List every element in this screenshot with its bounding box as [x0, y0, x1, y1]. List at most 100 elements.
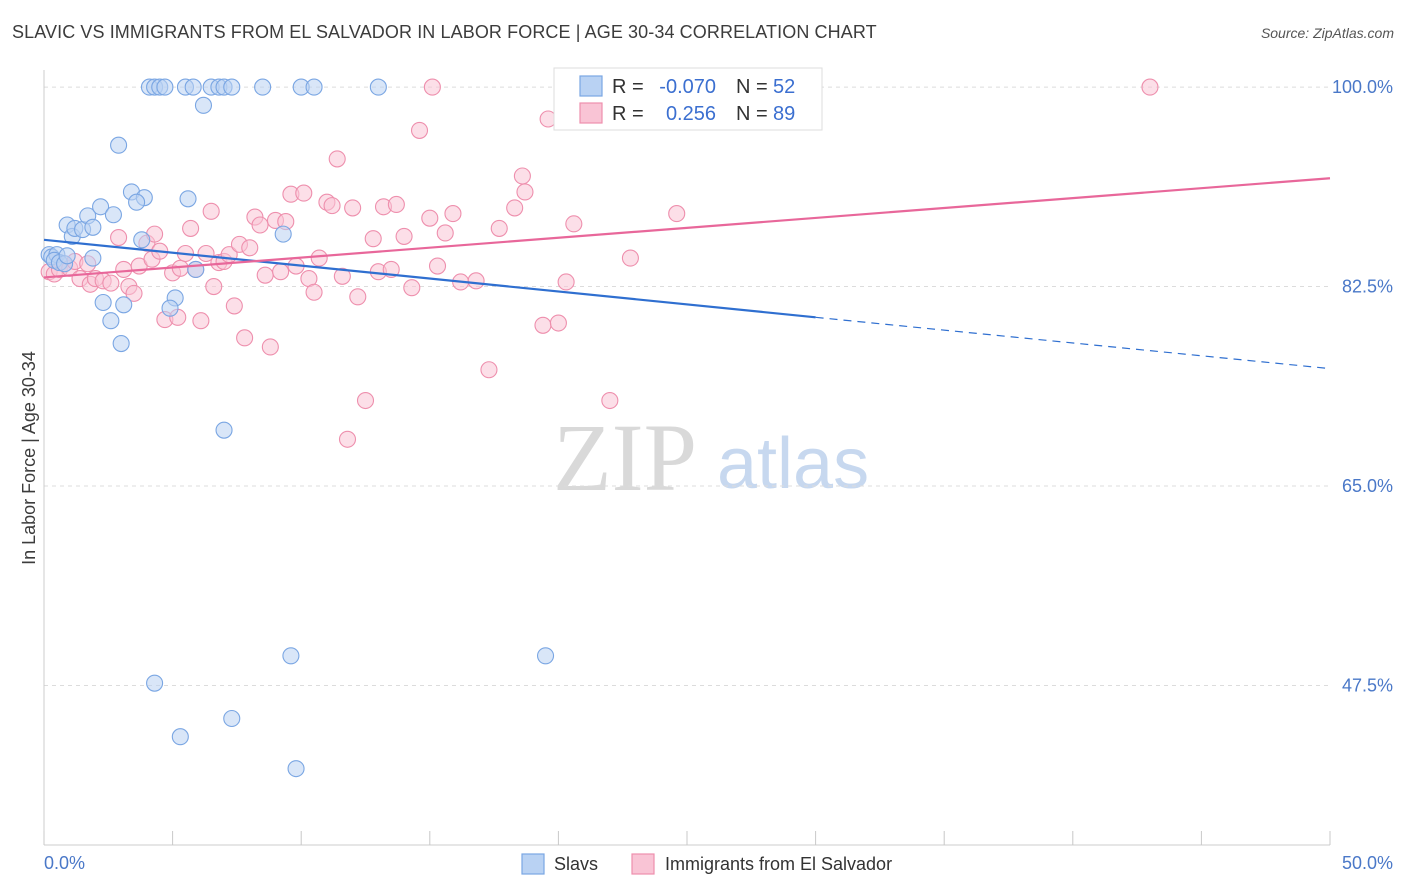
- data-point-slavs: [94, 293, 112, 312]
- data-point-el-salvador: [421, 209, 439, 227]
- data-point-slavs: [112, 334, 130, 353]
- data-point-el-salvador: [467, 272, 485, 290]
- data-point-el-salvador: [506, 199, 524, 217]
- data-point-slavs: [187, 260, 205, 278]
- data-point-el-salvador: [333, 267, 351, 285]
- data-point-el-salvador: [205, 277, 223, 296]
- chart-title: SLAVIC VS IMMIGRANTS FROM EL SALVADOR IN…: [12, 22, 877, 42]
- data-point-el-salvador: [516, 183, 534, 201]
- data-point-el-salvador: [364, 230, 382, 248]
- data-point-el-salvador: [310, 249, 328, 267]
- legend-n-label-slavs: N =: [736, 76, 768, 98]
- data-point-slavs: [84, 218, 102, 236]
- y-tick-label: 82.5%: [1342, 277, 1393, 297]
- data-point-el-salvador: [1141, 78, 1159, 96]
- data-point-slavs: [58, 247, 76, 265]
- legend-n-label-el-salvador: N =: [736, 103, 768, 125]
- x-tick-label-max: 50.0%: [1342, 853, 1393, 873]
- data-point-el-salvador: [387, 195, 405, 214]
- x-tick-label-min: 0.0%: [44, 853, 85, 873]
- data-point-el-salvador: [403, 279, 421, 297]
- legend-r-value-el-salvador: 0.256: [666, 103, 716, 125]
- data-point-el-salvador: [436, 224, 454, 242]
- watermark-zip: ZIP: [553, 404, 697, 511]
- x-axis-ticks: [43, 831, 1331, 845]
- data-point-el-salvador: [251, 216, 269, 234]
- data-point-el-salvador: [534, 316, 552, 334]
- legend-swatch-el-salvador: [579, 102, 603, 124]
- data-point-el-salvador: [323, 197, 341, 215]
- data-point-el-salvador: [513, 167, 531, 185]
- trend-lines: [43, 177, 1331, 370]
- data-point-el-salvador: [349, 288, 367, 306]
- bottom-legend-label-el-salvador: Immigrants from El Salvador: [665, 854, 892, 874]
- data-point-el-salvador: [621, 249, 639, 267]
- data-point-el-salvador: [272, 263, 290, 281]
- legend-r-label-el-salvador: R =: [612, 103, 644, 125]
- data-point-el-salvador: [549, 314, 567, 332]
- data-point-el-salvador: [565, 215, 583, 233]
- data-point-el-salvador: [480, 361, 498, 379]
- data-point-el-salvador: [305, 283, 323, 301]
- legend-top: R = -0.070 N = 52 R = 0.256 N = 89: [553, 67, 823, 131]
- series-slavs-points: [40, 78, 555, 778]
- legend-n-value-slavs: 52: [773, 76, 795, 98]
- data-point-slavs: [215, 421, 233, 439]
- data-point-el-salvador: [395, 227, 413, 245]
- data-point-slavs: [223, 709, 241, 728]
- data-point-el-salvador: [202, 202, 220, 220]
- data-point-slavs: [102, 312, 120, 330]
- data-point-slavs: [274, 225, 292, 243]
- data-point-slavs: [282, 647, 300, 665]
- source-label: Source: ZipAtlas.com: [1260, 25, 1394, 41]
- data-point-slavs: [156, 78, 174, 96]
- data-point-slavs: [161, 299, 179, 317]
- y-axis-title: In Labor Force | Age 30-34: [19, 351, 39, 565]
- data-point-slavs: [92, 198, 110, 216]
- data-point-el-salvador: [490, 219, 508, 237]
- data-point-slavs: [287, 760, 305, 778]
- data-point-slavs: [146, 674, 164, 692]
- y-tick-labels: 100.0% 82.5% 65.0% 47.5%: [1332, 77, 1393, 695]
- data-point-el-salvador: [125, 284, 143, 302]
- data-point-el-salvador: [192, 312, 210, 330]
- data-point-el-salvador: [110, 228, 128, 247]
- y-tick-label: 100.0%: [1332, 77, 1393, 97]
- data-point-slavs: [133, 231, 151, 249]
- trend-line-el-salvador: [43, 177, 1331, 279]
- data-point-slavs: [115, 296, 133, 314]
- data-point-el-salvador: [557, 273, 575, 291]
- legend-r-label-slavs: R =: [612, 76, 644, 98]
- data-point-el-salvador: [428, 257, 447, 275]
- data-point-el-salvador: [225, 297, 243, 315]
- data-point-el-salvador: [668, 205, 686, 223]
- data-point-el-salvador: [295, 184, 313, 202]
- data-point-el-salvador: [115, 260, 133, 278]
- bottom-legend-swatch-el-salvador: [631, 853, 655, 875]
- y-tick-label: 47.5%: [1342, 675, 1393, 695]
- data-point-el-salvador: [423, 78, 441, 96]
- watermark-atlas: atlas: [717, 424, 869, 504]
- data-point-el-salvador: [338, 430, 357, 448]
- data-point-slavs: [369, 78, 387, 96]
- data-point-slavs: [536, 647, 555, 665]
- data-point-el-salvador: [102, 274, 120, 292]
- data-point-slavs: [254, 78, 272, 96]
- data-point-slavs: [110, 136, 128, 154]
- data-point-slavs: [128, 193, 146, 211]
- data-point-slavs: [305, 78, 323, 96]
- legend-bottom: Slavs Immigrants from El Salvador: [521, 853, 892, 875]
- data-point-el-salvador: [410, 121, 429, 139]
- data-point-slavs: [104, 206, 122, 224]
- data-point-el-salvador: [256, 266, 274, 284]
- series-el-salvador-points: [40, 78, 1159, 448]
- bottom-legend-swatch-slavs: [521, 853, 545, 875]
- data-point-el-salvador: [356, 391, 375, 410]
- data-point-el-salvador: [344, 199, 362, 217]
- data-point-slavs: [223, 78, 241, 96]
- legend-swatch-slavs: [579, 75, 603, 97]
- data-point-slavs: [194, 96, 213, 114]
- trend-line-slavs: [43, 238, 816, 319]
- data-point-slavs: [184, 78, 202, 96]
